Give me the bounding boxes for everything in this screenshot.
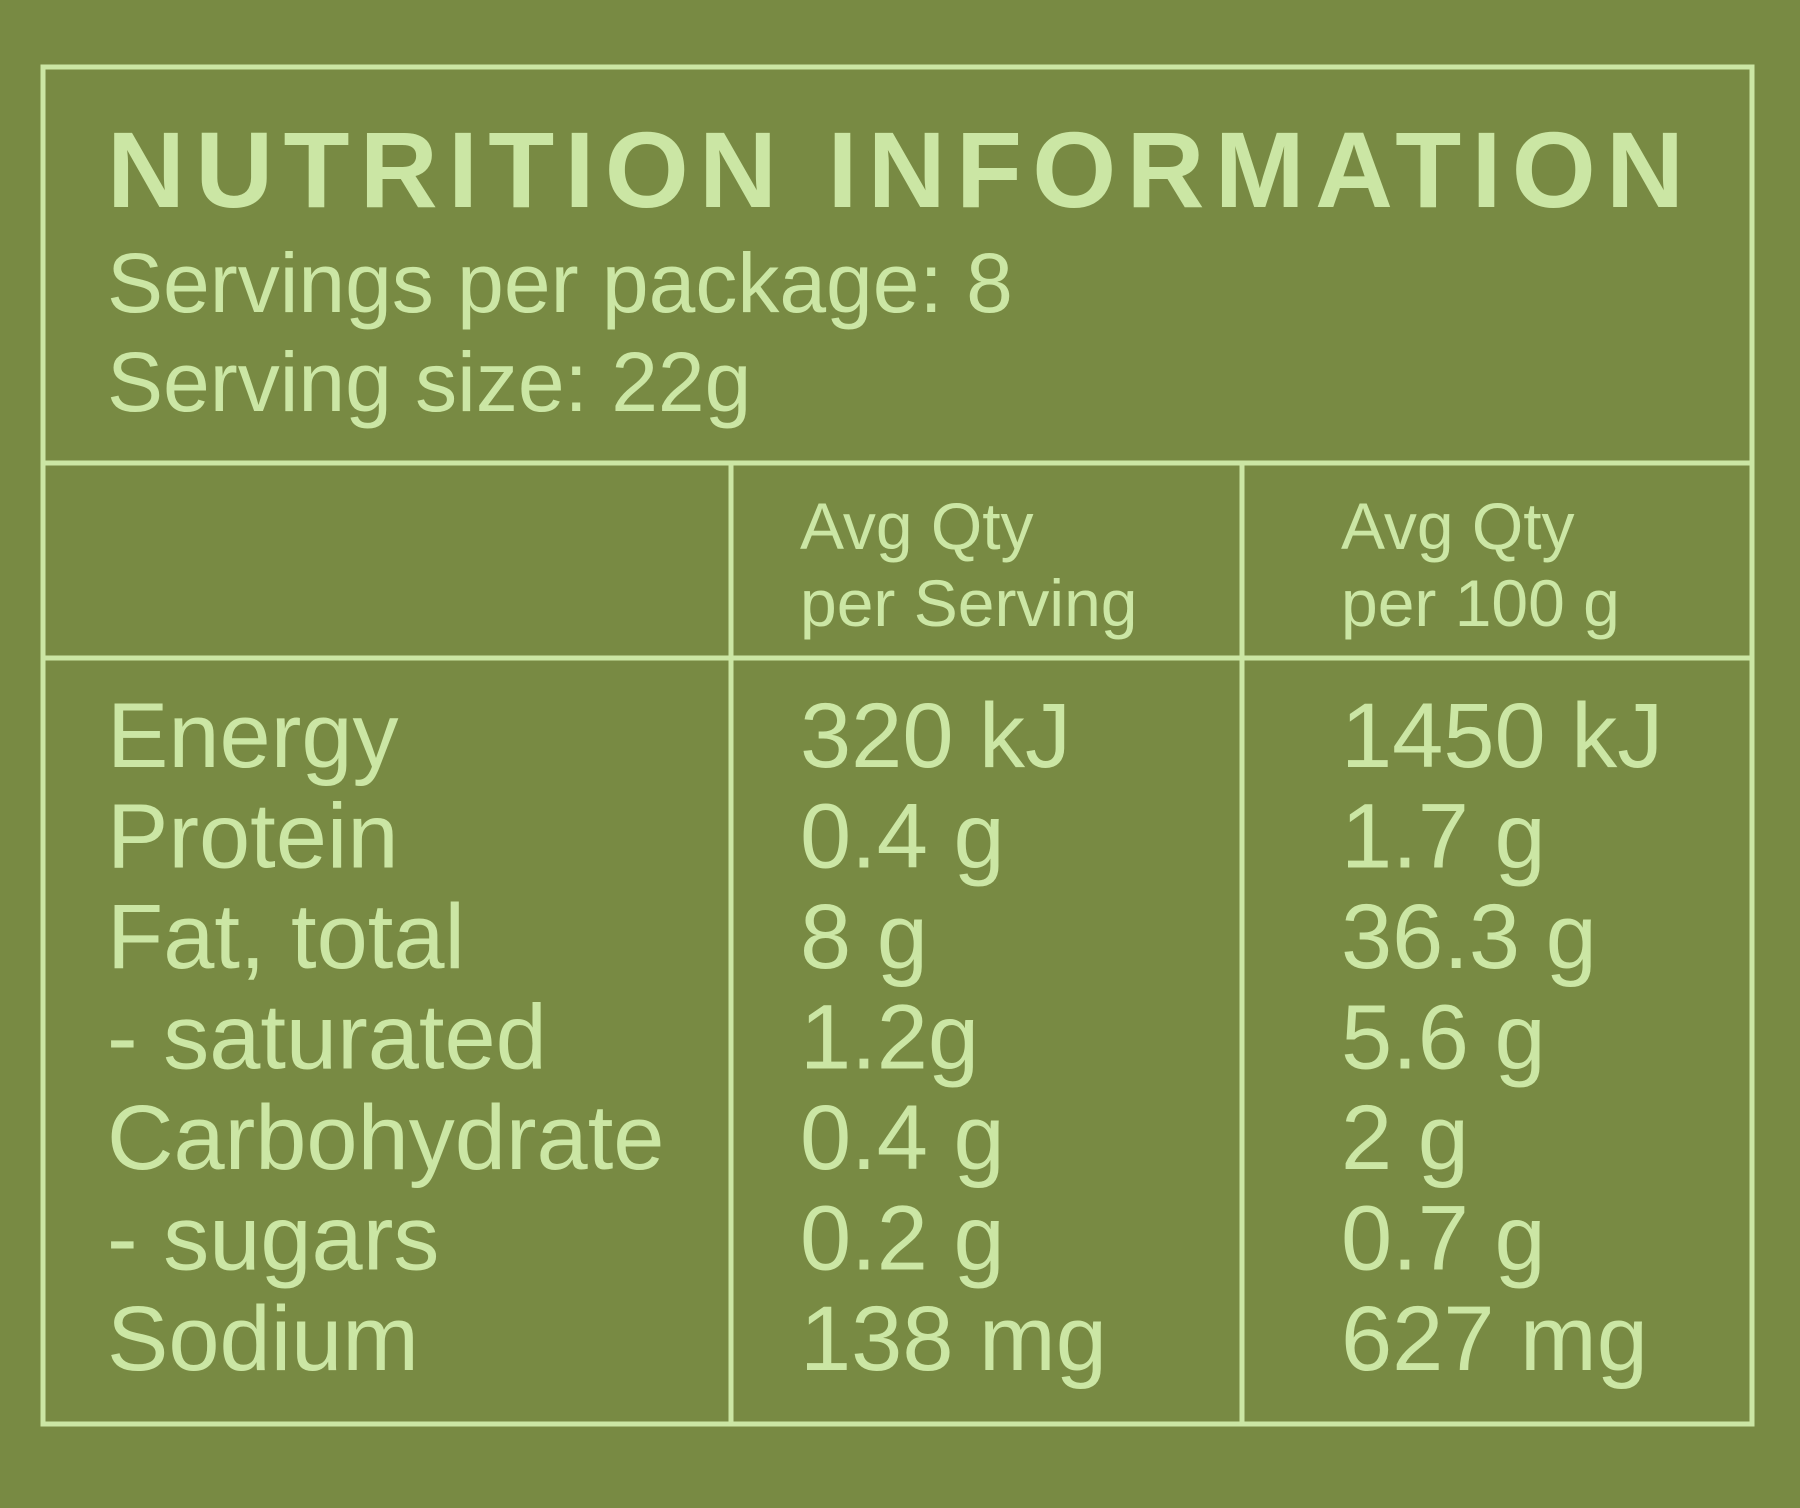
- nutrient-value: 2 g: [1341, 1087, 1469, 1189]
- nutrient-name: - saturated: [107, 987, 547, 1089]
- nutrient-value: 0.4 g: [800, 1087, 1005, 1189]
- nutrient-value: 1.7 g: [1341, 786, 1546, 888]
- serving-size: Serving size: 22g: [107, 335, 751, 429]
- nutrient-value: 0.4 g: [800, 786, 1005, 888]
- column-header: Avg Qty: [1341, 489, 1575, 563]
- nutrient-value: 8 g: [800, 886, 928, 988]
- nutrient-name: Sodium: [107, 1288, 419, 1390]
- title: NUTRITION INFORMATION: [107, 109, 1684, 230]
- nutrient-value: 1.2g: [800, 987, 979, 1089]
- column-header: per Serving: [800, 566, 1138, 640]
- nutrient-value: 138 mg: [800, 1288, 1107, 1390]
- outer-border: [40, 64, 1755, 1427]
- nutrient-name: Protein: [107, 786, 399, 888]
- nutrient-value: 627 mg: [1341, 1288, 1648, 1390]
- nutrient-value: 1450 kJ: [1341, 685, 1663, 787]
- nutrient-name: Fat, total: [107, 886, 465, 988]
- column-header: per 100 g: [1341, 566, 1620, 640]
- nutrient-name: Energy: [107, 685, 399, 787]
- column-header: Avg Qty: [800, 489, 1034, 563]
- nutrient-name: Carbohydrate: [107, 1087, 664, 1189]
- nutrient-value: 5.6 g: [1341, 987, 1546, 1089]
- nutrient-name: - sugars: [107, 1188, 439, 1290]
- nutrient-value: 0.2 g: [800, 1188, 1005, 1290]
- nutrient-value: 320 kJ: [800, 685, 1071, 787]
- servings-per-package: Servings per package: 8: [107, 236, 1013, 330]
- nutrient-value: 0.7 g: [1341, 1188, 1546, 1290]
- nutrient-value: 36.3 g: [1341, 886, 1597, 988]
